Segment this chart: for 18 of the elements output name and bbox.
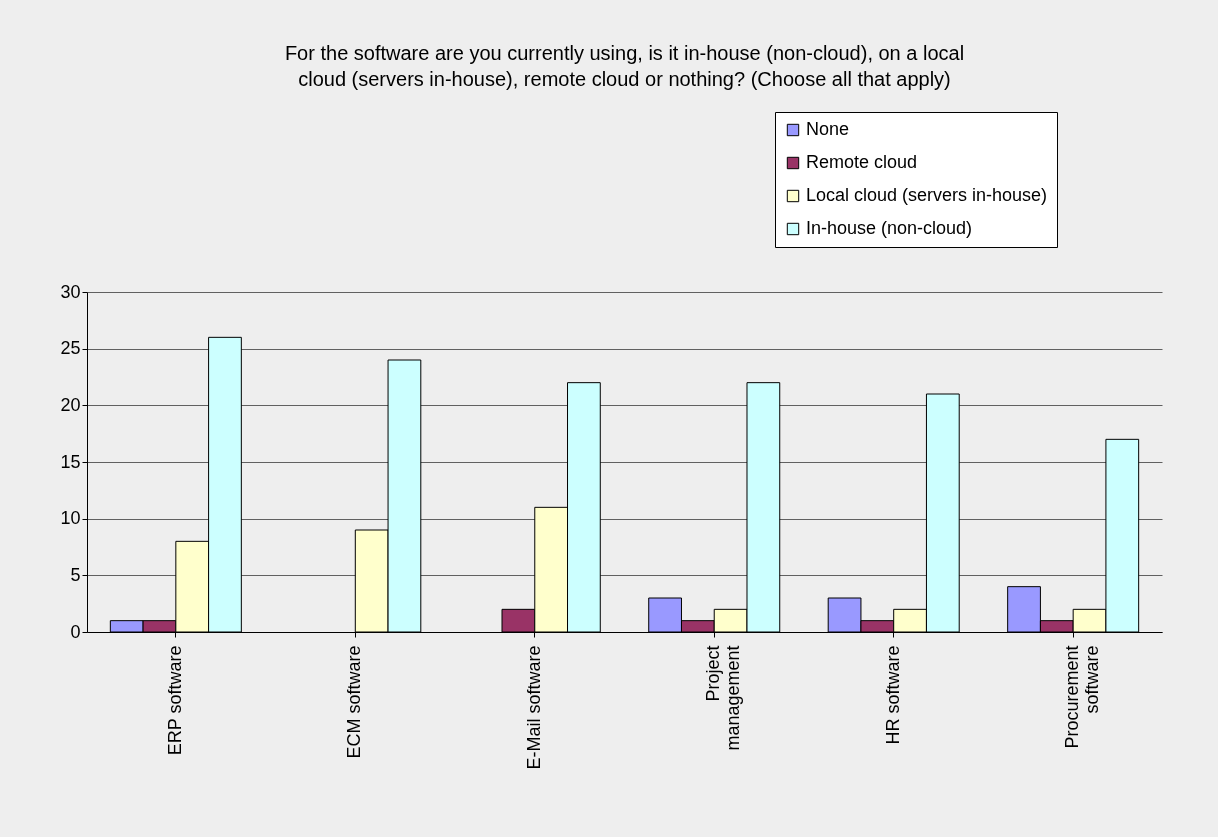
- x-tick-label: HR software: [882, 645, 903, 745]
- x-tick-label: E-Mail software: [523, 645, 544, 770]
- y-tick-label: 5: [70, 564, 81, 585]
- y-tick-label: 30: [60, 281, 81, 302]
- y-tick-label: 25: [60, 338, 81, 359]
- chart-title: For the software are you currently using, is it in-house (non-cloud), on a local cloud (servers in-house), remote cloud or nothing? (Choose all that apply): [284, 41, 965, 90]
- x-tick-label: ECM software: [344, 645, 365, 759]
- y-tick-label: 15: [60, 451, 81, 472]
- x-tick-label: Procurement software: [1062, 645, 1103, 749]
- legend-label: Remote cloud: [806, 152, 918, 172]
- x-tick-label: Project management: [703, 645, 744, 751]
- legend-label: In-house (non-cloud): [806, 218, 973, 238]
- y-tick-label: 0: [70, 621, 81, 642]
- y-tick-label: 20: [60, 394, 81, 415]
- legend-label: Local cloud (servers in-house): [806, 185, 1048, 205]
- y-tick-label: 10: [60, 508, 81, 529]
- legend-label: None: [806, 119, 850, 139]
- x-tick-label: ERP software: [164, 645, 185, 756]
